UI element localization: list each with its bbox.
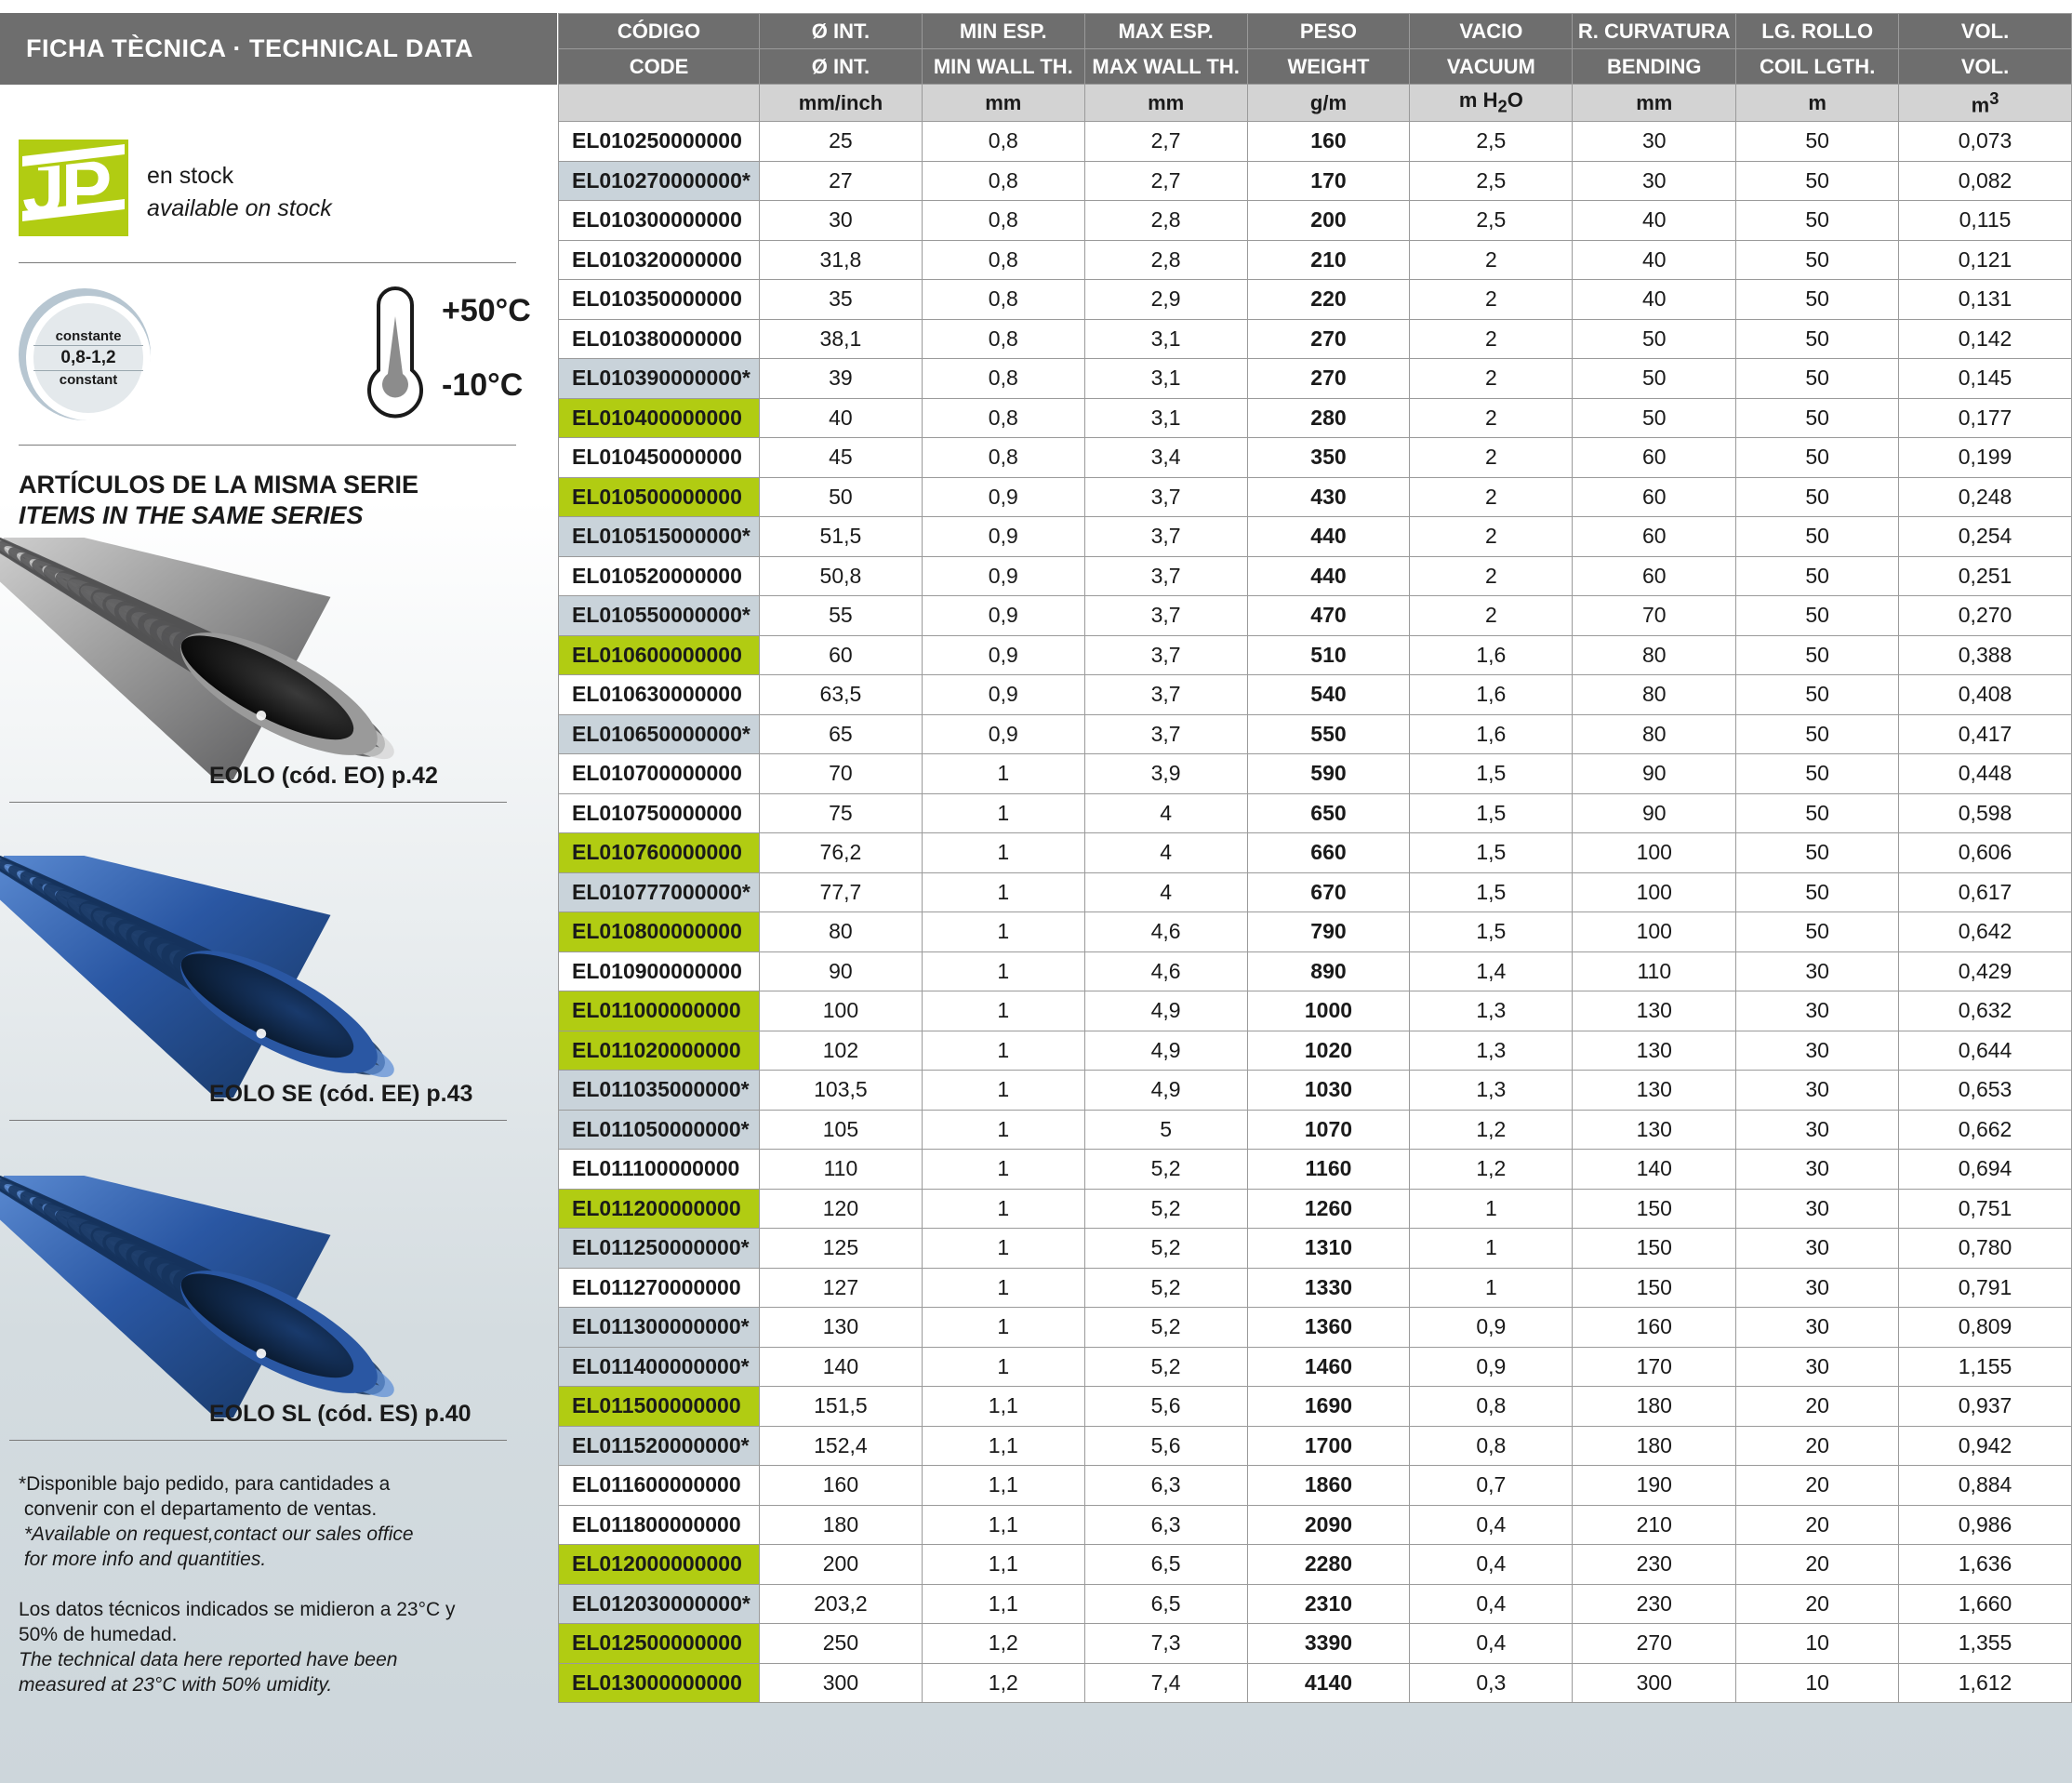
- svg-text:-10°C: -10°C: [442, 367, 523, 403]
- svg-text:+50°C: +50°C: [442, 293, 531, 328]
